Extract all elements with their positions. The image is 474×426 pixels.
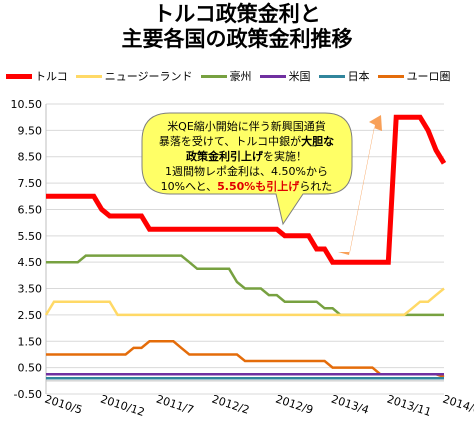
y-tick-label: 10.50 bbox=[11, 98, 43, 111]
annotation-layer bbox=[141, 112, 382, 255]
series-line-5 bbox=[46, 340, 445, 379]
legend-swatch bbox=[377, 74, 404, 78]
y-tick-label: 3.50 bbox=[18, 283, 43, 296]
y-tick-label: 5.50 bbox=[18, 230, 43, 243]
x-tick-label: 2012/9 bbox=[274, 392, 315, 416]
legend: トルコ ニュージーランド 豪州 米国 日本 ユーロ圏 bbox=[6, 68, 459, 84]
legend-label: 豪州 bbox=[229, 70, 252, 83]
legend-label: 日本 bbox=[347, 70, 370, 83]
y-tick-label: -0.50 bbox=[14, 388, 42, 401]
callout-line3-text: を実施！ bbox=[263, 150, 307, 163]
x-tick-label: 2010/5 bbox=[43, 392, 84, 416]
y-tick-label: 4.50 bbox=[18, 256, 43, 269]
chart-title-line1: トルコ政策金利と bbox=[153, 2, 321, 26]
legend-swatch bbox=[200, 74, 227, 78]
legend-label: 米国 bbox=[288, 70, 311, 83]
callout-line3: 政策金利引上げを実施！ bbox=[145, 149, 348, 164]
callout-line1: 米QE縮小開始に伴う新興国通貨 bbox=[167, 120, 326, 133]
callout-text: 米QE縮小開始に伴う新興国通貨 暴落を受けて、トルコ中銀が大胆な 政策金利引上げ… bbox=[145, 119, 348, 194]
legend-item: ユーロ圏 bbox=[377, 68, 451, 84]
legend-swatch bbox=[259, 74, 286, 78]
y-tick-label: 9.50 bbox=[18, 124, 43, 137]
x-tick-label: 2013/4 bbox=[330, 392, 371, 416]
y-tick-label: 2.50 bbox=[18, 309, 43, 322]
x-tick-label: 2010/12 bbox=[99, 392, 146, 418]
callout-line2-text: 暴落を受けて、トルコ中銀が bbox=[158, 135, 302, 148]
callout-bubble bbox=[141, 112, 353, 226]
callout-line3-bold: 政策金利引上げ bbox=[186, 150, 263, 163]
y-tick-label: 7.50 bbox=[18, 177, 43, 190]
series-line-1 bbox=[44, 287, 445, 317]
x-tick-label: 2014/6 bbox=[441, 392, 474, 416]
legend-label: ニュージーランド bbox=[104, 70, 193, 83]
y-tick-label: 8.50 bbox=[18, 151, 43, 164]
callout-line5-tail: られた bbox=[299, 180, 333, 193]
callout-line2: 暴落を受けて、トルコ中銀が大胆な bbox=[145, 134, 348, 149]
x-tick-label: 2011/7 bbox=[155, 392, 196, 416]
legend-item: 豪州 bbox=[200, 68, 252, 84]
legend-item: 日本 bbox=[318, 68, 370, 84]
legend-swatch bbox=[318, 74, 345, 78]
legend-item: 米国 bbox=[259, 68, 311, 84]
legend-item: ニュージーランド bbox=[75, 68, 193, 84]
series-line-0 bbox=[46, 114, 447, 265]
callout-line5-red: 5.50%も引上げ bbox=[217, 180, 300, 193]
y-tick-label: 0.50 bbox=[18, 362, 43, 375]
series-lines bbox=[44, 114, 447, 380]
legend-swatch bbox=[6, 73, 32, 79]
callout-line5-text: 10%へと、 bbox=[160, 180, 218, 193]
y-tick-label: 1.50 bbox=[18, 335, 43, 348]
y-axis: -0.50 0.50 1.50 2.50 3.50 4.50 5.50 6.50 7.50 8.5… bbox=[11, 98, 43, 401]
callout-line2-bold: 大胆な bbox=[301, 135, 335, 148]
callout-line4: 1週間物レポ金利は、4.50%から bbox=[165, 165, 328, 178]
x-tick-label: 2012/2 bbox=[210, 392, 251, 416]
x-tick-label: 2013/11 bbox=[385, 392, 432, 418]
chart-title-line2: 主要各国の政策金利推移 bbox=[121, 27, 353, 51]
highlight-arrow bbox=[338, 115, 382, 255]
legend-swatch bbox=[75, 74, 102, 78]
y-tick-label: 6.50 bbox=[18, 203, 43, 216]
legend-item: トルコ bbox=[6, 68, 68, 84]
callout-line5: 10%へと、5.50%も引上げられた bbox=[145, 179, 348, 194]
legend-label: トルコ bbox=[35, 70, 68, 83]
legend-label: ユーロ圏 bbox=[406, 70, 451, 83]
x-axis: 2010/5 2010/12 2011/7 2012/2 2012/9 2013/4 201… bbox=[43, 392, 474, 418]
